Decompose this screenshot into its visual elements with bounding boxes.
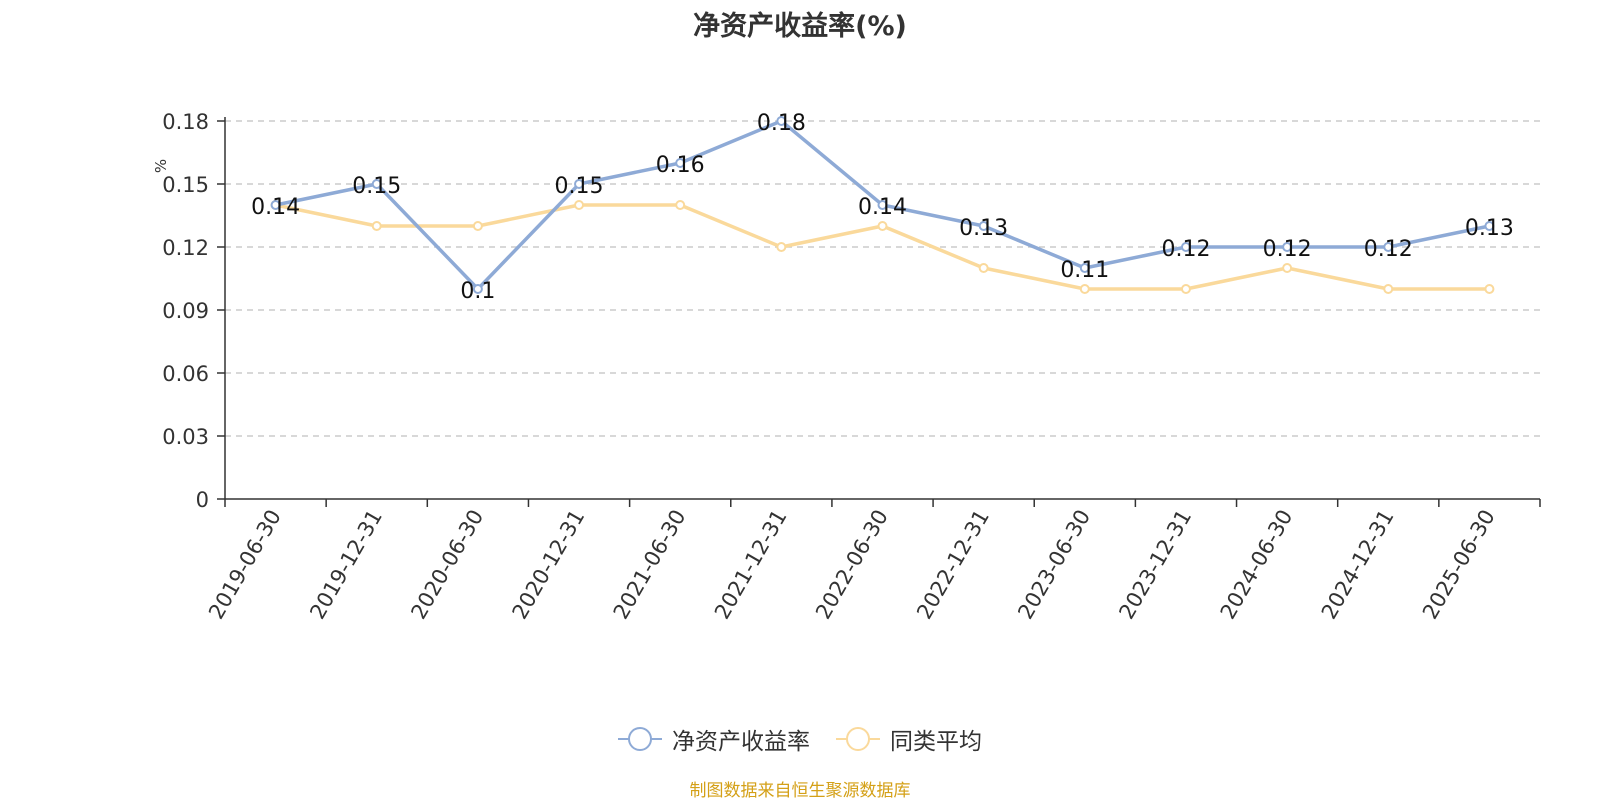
data-point-peer-average xyxy=(675,200,686,210)
data-point-roe xyxy=(1079,263,1090,273)
data-source-note: 制图数据来自恒生聚源数据库 xyxy=(689,781,911,801)
x-tick-label: 2021-06-30 xyxy=(609,506,691,624)
data-point-roe xyxy=(1383,242,1394,252)
data-label: 0.12 xyxy=(1263,237,1312,262)
data-point-peer-average xyxy=(1180,284,1191,294)
data-point-roe xyxy=(675,158,686,168)
data-point-roe xyxy=(574,179,585,189)
x-tick-label: 2025-06-30 xyxy=(1418,506,1500,624)
legend-label-roe: 净资产收益率 xyxy=(672,729,810,755)
data-point-peer-average xyxy=(574,200,585,210)
legend-item-roe[interactable]: 净资产收益率 xyxy=(618,722,810,756)
x-tick-label: 2023-06-30 xyxy=(1013,506,1095,624)
data-point-peer-average xyxy=(1484,284,1495,294)
y-tick-label: 0.12 xyxy=(162,236,209,260)
x-tick-label: 2019-12-31 xyxy=(305,506,387,624)
x-tick-label: 2023-12-31 xyxy=(1114,506,1196,624)
data-point-peer-average xyxy=(1079,284,1090,294)
x-tick-label: 2020-06-30 xyxy=(406,506,488,624)
data-point-peer-average xyxy=(371,221,382,231)
data-label: 0.12 xyxy=(1161,237,1210,262)
legend-label-peer-average: 同类平均 xyxy=(890,729,982,755)
data-point-roe xyxy=(371,179,382,189)
data-point-roe xyxy=(1282,242,1293,252)
data-label: 0.16 xyxy=(656,153,705,178)
data-point-roe xyxy=(978,221,989,231)
x-tick-label: 2022-12-31 xyxy=(912,505,994,623)
x-tick-label: 2020-12-31 xyxy=(508,506,590,624)
data-label: 0.14 xyxy=(858,195,907,220)
chart-title: 净资产收益率(%) xyxy=(693,11,907,42)
x-tick-label: 2022-06-30 xyxy=(811,506,893,624)
x-tick-label: 2024-06-30 xyxy=(1216,506,1298,624)
data-label: 0.1 xyxy=(460,279,495,304)
data-labels: 0.14 0.15 0.1 0.15 0.16 0.18 0.14 0.13 0.11 0.12 0… xyxy=(251,111,1514,304)
legend-swatch-roe xyxy=(618,726,662,752)
series-layer xyxy=(270,116,1495,294)
y-tick-label: 0.06 xyxy=(162,362,209,386)
data-point-roe xyxy=(472,284,483,294)
data-point-roe xyxy=(270,200,281,210)
data-label: 0.13 xyxy=(1465,216,1514,241)
data-label: 0.12 xyxy=(1364,237,1413,262)
data-point-peer-average xyxy=(1383,284,1394,294)
legend-item-peer-average[interactable]: 同类平均 xyxy=(836,722,982,756)
data-point-peer-average xyxy=(877,221,888,231)
data-label: 0.14 xyxy=(251,195,300,220)
data-label: 0.11 xyxy=(1060,258,1109,283)
data-point-roe xyxy=(776,116,787,126)
data-label: 0.18 xyxy=(757,111,806,136)
x-tick-label: 2024-12-31 xyxy=(1317,506,1399,624)
data-point-peer-average xyxy=(472,221,483,231)
data-point-peer-average xyxy=(776,242,787,252)
legend-swatch-peer-average xyxy=(836,726,880,752)
data-label: 0.15 xyxy=(555,174,604,199)
data-point-roe xyxy=(1180,242,1191,252)
data-label: 0.13 xyxy=(959,216,1008,241)
legend: 净资产收益率 同类平均 xyxy=(0,722,1600,756)
y-tick-label: 0.03 xyxy=(162,425,209,449)
y-tick-label: 0 xyxy=(196,488,209,512)
y-tick-label: 0.18 xyxy=(162,110,209,134)
data-point-roe xyxy=(877,200,888,210)
y-tick-label: 0.09 xyxy=(162,299,209,323)
x-tick-label: 2019-06-30 xyxy=(204,506,286,624)
data-label: 0.15 xyxy=(352,174,401,199)
data-point-peer-average xyxy=(978,263,989,273)
y-tick-label: 0.15 xyxy=(162,173,209,197)
x-tick-label: 2021-12-31 xyxy=(710,506,792,624)
y-axis-label: % xyxy=(152,159,170,173)
data-point-peer-average xyxy=(1282,263,1293,273)
data-point-roe xyxy=(1484,221,1495,231)
